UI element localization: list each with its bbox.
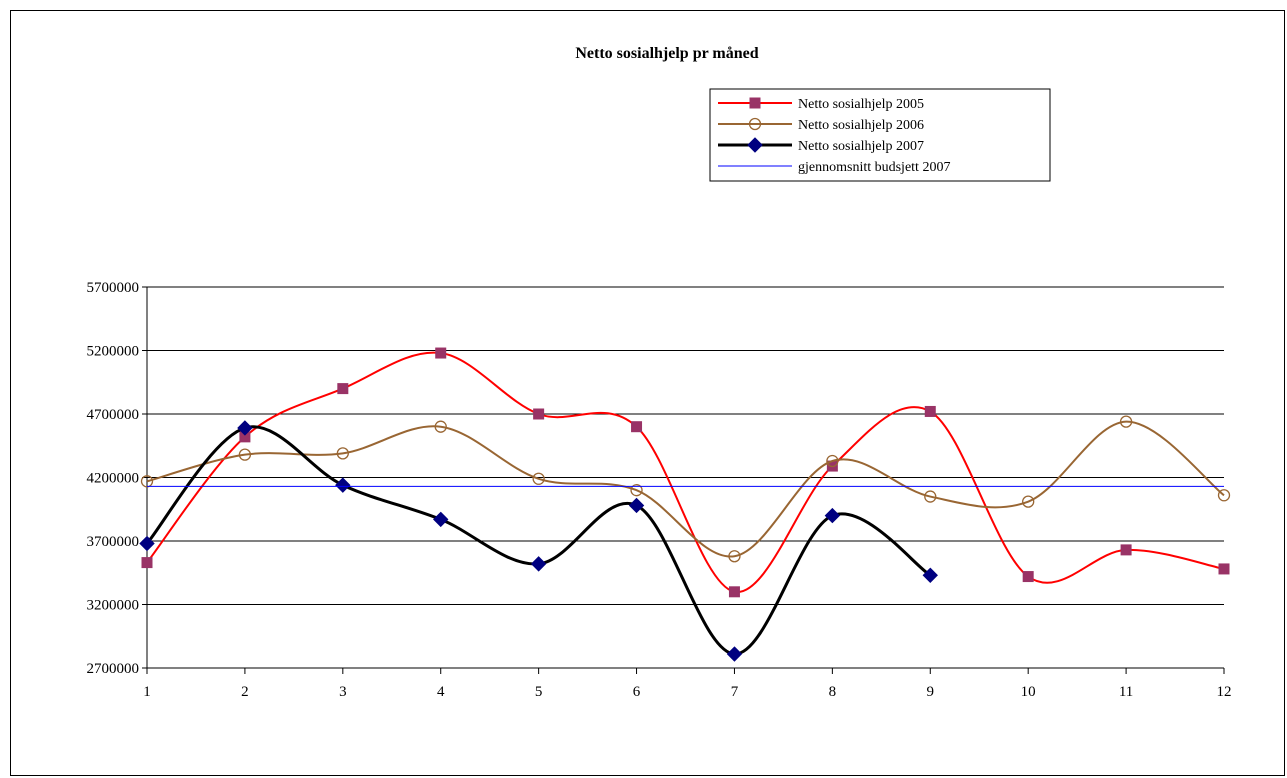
data-point bbox=[749, 97, 761, 109]
data-point bbox=[748, 117, 762, 131]
chart-frame: Netto sosialhjelp pr måned 2700000 320000… bbox=[10, 10, 1285, 776]
data-point bbox=[728, 586, 740, 598]
data-point bbox=[1217, 489, 1231, 502]
data-point bbox=[630, 484, 643, 497]
data-point bbox=[237, 420, 253, 436]
legend-label: Netto sosialhjelp 2007 bbox=[798, 139, 924, 154]
y-tick-label: 4200000 bbox=[87, 471, 140, 487]
grid-layer bbox=[147, 286, 1224, 669]
x-tick-label: 5 bbox=[535, 684, 543, 700]
data-point bbox=[922, 567, 938, 583]
data-point bbox=[533, 408, 545, 420]
legend: Netto sosialhjelp 2005 Netto sosialhjelp … bbox=[709, 88, 1051, 182]
data-point bbox=[924, 405, 936, 417]
x-tick-label: 6 bbox=[633, 684, 641, 700]
series-line bbox=[146, 420, 1225, 558]
x-tick-label: 9 bbox=[927, 684, 935, 700]
x-tick-label: 2 bbox=[241, 684, 249, 700]
x-tick-label: 10 bbox=[1021, 684, 1036, 700]
x-tick-label: 1 bbox=[143, 684, 151, 700]
data-point bbox=[335, 477, 351, 493]
legend-label: Netto sosialhjelp 2006 bbox=[798, 118, 924, 133]
data-point bbox=[924, 490, 937, 503]
x-tick-label: 4 bbox=[437, 684, 445, 700]
data-point bbox=[435, 347, 447, 359]
data-point bbox=[824, 507, 841, 524]
x-tick-label: 3 bbox=[339, 684, 347, 700]
data-point bbox=[337, 383, 349, 395]
data-point bbox=[433, 511, 449, 528]
data-point bbox=[631, 421, 643, 433]
data-point bbox=[726, 646, 743, 662]
y-tick-label: 4700000 bbox=[87, 407, 140, 423]
data-point bbox=[336, 447, 349, 460]
y-tick-label: 2700000 bbox=[87, 661, 140, 677]
chart-svg: Netto sosialhjelp pr måned 2700000 320000… bbox=[87, 45, 1232, 700]
data-point bbox=[532, 472, 545, 485]
data-point bbox=[141, 557, 153, 569]
y-tick-label: 5700000 bbox=[87, 280, 140, 296]
legend-label: gjennomsnitt budsjett 2007 bbox=[798, 160, 950, 175]
data-point bbox=[139, 535, 155, 552]
data-point bbox=[1120, 544, 1132, 556]
data-point bbox=[1119, 415, 1133, 428]
series-line bbox=[145, 425, 932, 656]
y-tick-label: 5200000 bbox=[87, 344, 140, 360]
series-3 bbox=[139, 420, 938, 662]
chart-title: Netto sosialhjelp pr måned bbox=[575, 45, 758, 62]
x-tick-label: 7 bbox=[731, 684, 739, 700]
series-layer bbox=[139, 347, 1231, 662]
data-point bbox=[530, 556, 547, 572]
legend-label: Netto sosialhjelp 2005 bbox=[798, 97, 924, 112]
data-point bbox=[140, 475, 154, 488]
data-point bbox=[747, 137, 763, 153]
data-point bbox=[1022, 495, 1035, 508]
series-2 bbox=[140, 415, 1231, 563]
x-tick-label: 11 bbox=[1119, 684, 1133, 700]
x-tick-label: 8 bbox=[829, 684, 837, 700]
data-point bbox=[628, 497, 645, 514]
x-tick-label: 12 bbox=[1217, 684, 1232, 700]
data-point bbox=[1218, 563, 1230, 575]
data-point bbox=[238, 448, 252, 461]
y-tick-label: 3700000 bbox=[87, 534, 140, 550]
y-tick-label: 3200000 bbox=[87, 598, 140, 614]
axis-layer: 2700000 3200000 3700000 4200000 4700000 52000… bbox=[87, 280, 1232, 700]
data-point bbox=[434, 420, 447, 433]
series-1 bbox=[141, 347, 1230, 598]
data-point bbox=[826, 454, 839, 468]
data-point bbox=[728, 550, 741, 563]
data-point bbox=[1022, 571, 1034, 583]
